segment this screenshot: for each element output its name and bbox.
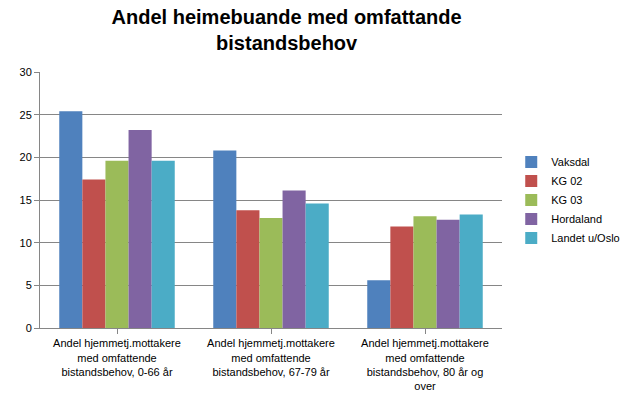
svg-text:25: 25 [20,109,32,121]
svg-text:Landet u/Oslo: Landet u/Oslo [551,232,620,244]
svg-text:Andel hjemmetj.mottakeremed om: Andel hjemmetj.mottakeremed omfattendebi… [361,337,489,392]
svg-text:20: 20 [20,151,32,163]
svg-text:15: 15 [20,194,32,206]
svg-text:10: 10 [20,237,32,249]
svg-text:Vaksdal: Vaksdal [551,156,589,168]
svg-text:Andel hjemmetj.mottakeremed om: Andel hjemmetj.mottakeremed omfattendebi… [53,337,181,378]
svg-text:Andel heimebuande med omfattan: Andel heimebuande med omfattandebistands… [112,6,462,54]
svg-text:Hordaland: Hordaland [551,213,602,225]
svg-text:KG 02: KG 02 [551,175,582,187]
svg-text:0: 0 [26,322,32,334]
svg-text:30: 30 [20,66,32,78]
svg-text:KG 03: KG 03 [551,194,582,206]
svg-text:Andel hjemmetj.mottakeremed om: Andel hjemmetj.mottakeremed omfattendebi… [207,337,335,378]
svg-text:5: 5 [26,279,32,291]
